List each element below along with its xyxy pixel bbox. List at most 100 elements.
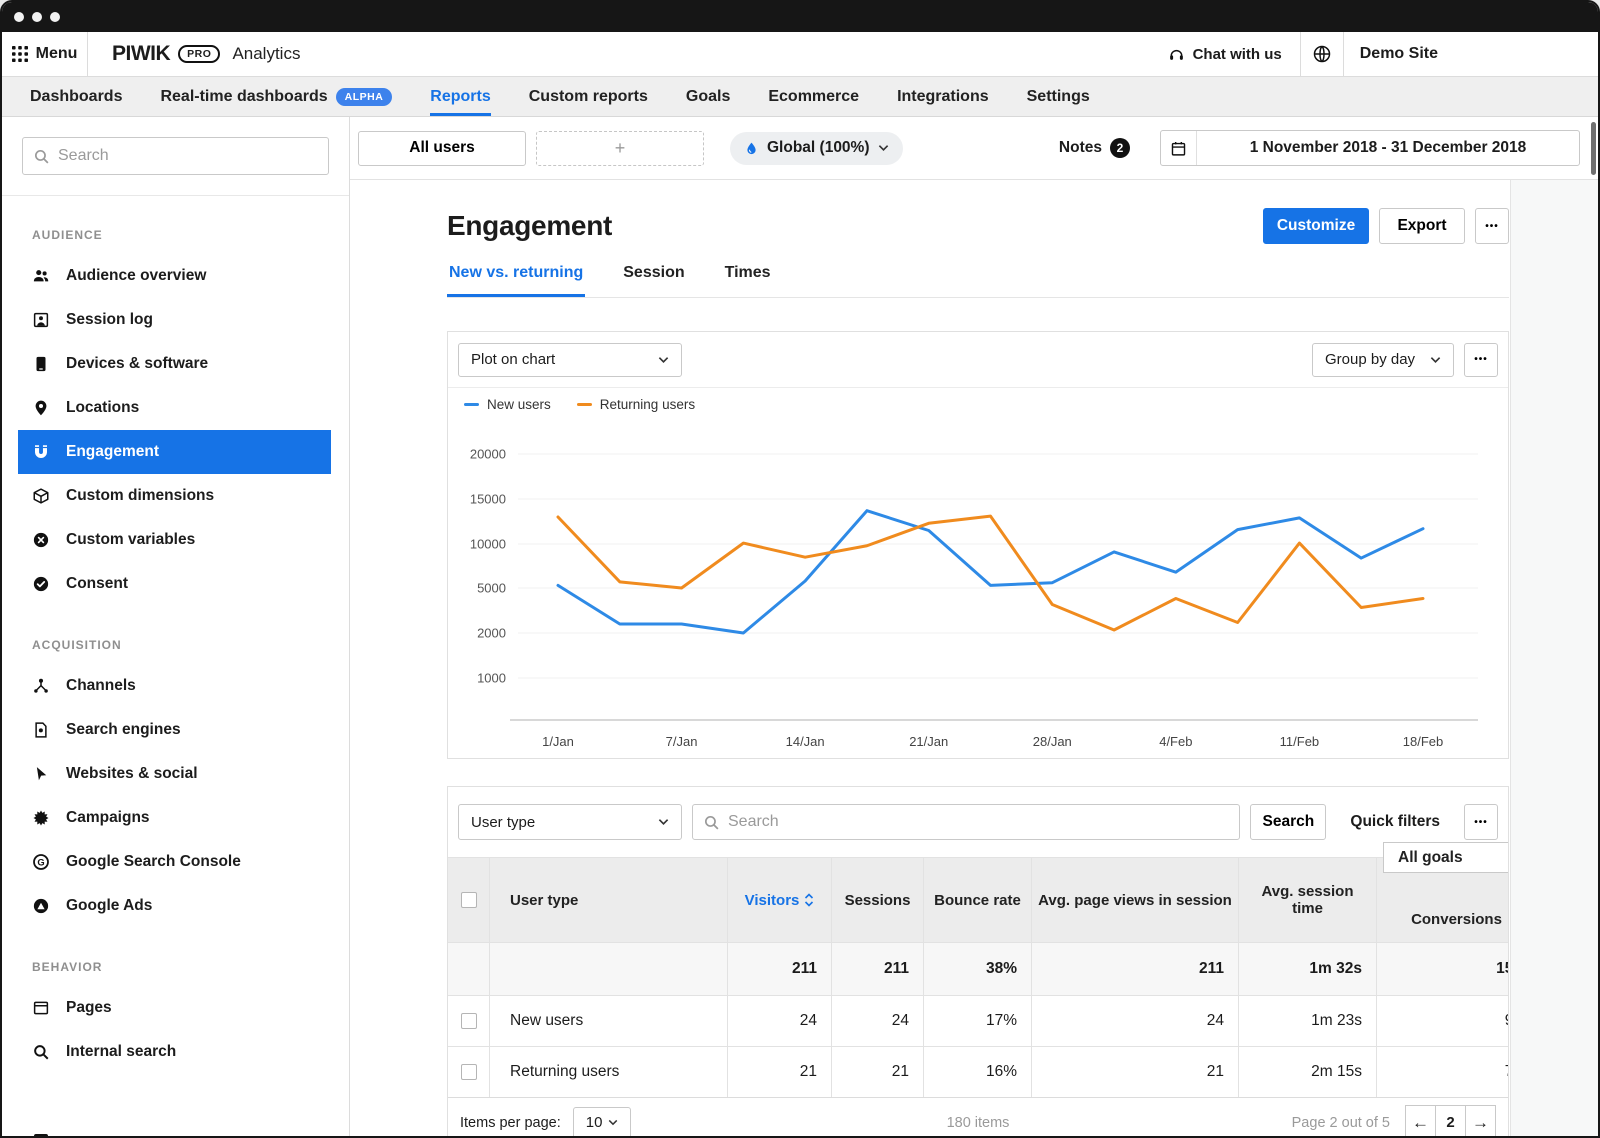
nav-reports[interactable]: Reports bbox=[430, 77, 490, 116]
people-icon bbox=[32, 267, 50, 285]
brand-product: Analytics bbox=[232, 44, 300, 64]
svg-text:21/Jan: 21/Jan bbox=[909, 734, 948, 749]
vertical-scrollbar[interactable] bbox=[1591, 122, 1596, 175]
nav-goals[interactable]: Goals bbox=[686, 77, 730, 116]
tab-times[interactable]: Times bbox=[723, 264, 773, 297]
window-control-minimize[interactable] bbox=[32, 12, 42, 22]
sidebar-item-pages[interactable]: Pages bbox=[2, 986, 349, 1030]
report-tabs: New vs. returning Session Times bbox=[447, 264, 1509, 298]
table-search[interactable] bbox=[692, 804, 1240, 840]
current-page-input[interactable]: 2 bbox=[1435, 1105, 1466, 1138]
sidebar-section-behavior: BEHAVIOR Pages Internal search bbox=[2, 960, 349, 1074]
sidebar-item-search-engines[interactable]: Search engines bbox=[2, 708, 349, 752]
svg-text:20000: 20000 bbox=[470, 447, 506, 462]
table-more-button[interactable]: ••• bbox=[1464, 804, 1498, 840]
sidebar-item-custom-variables[interactable]: Custom variables bbox=[2, 518, 349, 562]
sidebar-item-channels[interactable]: Channels bbox=[2, 664, 349, 708]
sidebar-item-session-log[interactable]: Session log bbox=[2, 298, 349, 342]
date-range-picker[interactable]: 1 November 2018 - 31 December 2018 bbox=[1160, 130, 1580, 166]
chevron-down-icon bbox=[608, 1119, 618, 1126]
dimension-select[interactable]: User type bbox=[458, 804, 682, 840]
tab-new-vs-returning[interactable]: New vs. returning bbox=[447, 264, 585, 297]
site-globe-button[interactable] bbox=[1300, 32, 1344, 76]
next-page-button[interactable]: → bbox=[1465, 1105, 1496, 1138]
nav-integrations[interactable]: Integrations bbox=[897, 77, 989, 116]
nav-dashboards[interactable]: Dashboards bbox=[30, 77, 122, 116]
report-more-button[interactable]: ••• bbox=[1475, 208, 1509, 244]
droplet-icon bbox=[744, 141, 759, 156]
nav-custom-reports[interactable]: Custom reports bbox=[529, 77, 648, 116]
line-chart[interactable]: 2000015000100005000200010001/Jan7/Jan14/… bbox=[448, 420, 1508, 758]
svg-text:14/Jan: 14/Jan bbox=[786, 734, 825, 749]
document-icon bbox=[32, 721, 50, 739]
row-visitors: 21 bbox=[728, 1046, 832, 1097]
sidebar-item-internal-search[interactable]: Internal search bbox=[2, 1030, 349, 1074]
sidebar-search-input[interactable] bbox=[58, 147, 318, 165]
sidebar-item-audience-overview[interactable]: Audience overview bbox=[2, 254, 349, 298]
prev-page-button[interactable]: ← bbox=[1405, 1105, 1436, 1138]
chevron-down-icon bbox=[878, 144, 889, 152]
all-goals-select[interactable]: All goals bbox=[1383, 842, 1509, 873]
window-control-zoom[interactable] bbox=[50, 12, 60, 22]
sidebar-item-consent[interactable]: Consent bbox=[2, 562, 349, 606]
column-visitors[interactable]: Visitors bbox=[728, 857, 832, 942]
page-title: Engagement bbox=[447, 210, 612, 242]
plot-on-chart-select[interactable]: Plot on chart bbox=[458, 343, 682, 377]
nav-ecommerce[interactable]: Ecommerce bbox=[768, 77, 859, 116]
sidebar-item-google-search-console[interactable]: G Google Search Console bbox=[2, 840, 349, 884]
select-all-checkbox[interactable] bbox=[461, 892, 477, 908]
window-control-close[interactable] bbox=[14, 12, 24, 22]
nav-realtime-dashboards[interactable]: Real-time dashboards ALPHA bbox=[160, 77, 392, 116]
sidebar-item-engagement[interactable]: Engagement bbox=[18, 430, 331, 474]
row-checkbox[interactable] bbox=[461, 1013, 477, 1029]
search-icon bbox=[703, 814, 720, 831]
row-checkbox[interactable] bbox=[461, 1064, 477, 1080]
table-search-input[interactable] bbox=[728, 813, 1229, 831]
sidebar-item-google-ads[interactable]: Google Ads bbox=[2, 884, 349, 928]
column-conversions: All goals Conversions bbox=[1377, 857, 1509, 942]
row-user-type[interactable]: Returning users bbox=[490, 1046, 728, 1097]
sidebar-item-locations[interactable]: Locations bbox=[2, 386, 349, 430]
items-per-page-select[interactable]: 10 bbox=[573, 1107, 631, 1138]
sidebar-item-custom-dimensions[interactable]: Custom dimensions bbox=[2, 474, 349, 518]
quick-filters-button[interactable]: Quick filters bbox=[1350, 813, 1440, 831]
site-selector[interactable]: Demo Site bbox=[1344, 32, 1598, 76]
chart-more-button[interactable]: ••• bbox=[1464, 343, 1498, 377]
svg-text:15000: 15000 bbox=[470, 492, 506, 507]
tab-session[interactable]: Session bbox=[621, 264, 686, 297]
sidebar-item-websites-social[interactable]: Websites & social bbox=[2, 752, 349, 796]
sidebar-item-campaigns[interactable]: Campaigns bbox=[2, 796, 349, 840]
column-user-type: User type bbox=[490, 857, 728, 942]
globe-icon bbox=[1312, 44, 1332, 64]
group-by-select[interactable]: Group by day bbox=[1312, 343, 1454, 377]
nav-settings[interactable]: Settings bbox=[1027, 77, 1090, 116]
sidebar-item-partial-icon bbox=[34, 1134, 48, 1138]
column-avg-page-views[interactable]: Avg. page views in session bbox=[1032, 857, 1239, 942]
global-segment-pill[interactable]: Global (100%) bbox=[730, 132, 903, 165]
column-avg-session-time[interactable]: Avg. session time bbox=[1239, 857, 1377, 942]
row-user-type[interactable]: New users bbox=[490, 995, 728, 1046]
customize-button[interactable]: Customize bbox=[1263, 208, 1369, 244]
sidebar-search[interactable] bbox=[22, 137, 329, 175]
section-title: ACQUISITION bbox=[2, 638, 349, 664]
legend-returning-users[interactable]: Returning users bbox=[577, 397, 695, 412]
row-sessions: 24 bbox=[832, 995, 924, 1046]
svg-text:1000: 1000 bbox=[477, 671, 506, 686]
notes-button[interactable]: Notes 2 bbox=[1059, 138, 1130, 158]
chat-with-us-button[interactable]: Chat with us bbox=[1150, 32, 1300, 76]
row-conversions: 74 bbox=[1377, 1046, 1509, 1097]
column-sessions[interactable]: Sessions bbox=[832, 857, 924, 942]
table-search-button[interactable]: Search bbox=[1250, 804, 1326, 840]
add-segment-button[interactable]: + bbox=[536, 131, 704, 166]
column-bounce-rate[interactable]: Bounce rate bbox=[924, 857, 1032, 942]
data-table: User type Visitors Sessions Bounce rate … bbox=[448, 857, 1508, 1097]
window-titlebar bbox=[2, 2, 1598, 32]
export-button[interactable]: Export bbox=[1379, 208, 1465, 244]
browser-window-icon bbox=[32, 999, 50, 1017]
all-users-segment-button[interactable]: All users bbox=[358, 131, 526, 166]
sidebar-item-devices-software[interactable]: Devices & software bbox=[2, 342, 349, 386]
menu-button[interactable]: Menu bbox=[2, 32, 88, 76]
legend-new-users[interactable]: New users bbox=[464, 397, 551, 412]
chat-label: Chat with us bbox=[1193, 46, 1282, 63]
session-card-icon bbox=[32, 311, 50, 329]
